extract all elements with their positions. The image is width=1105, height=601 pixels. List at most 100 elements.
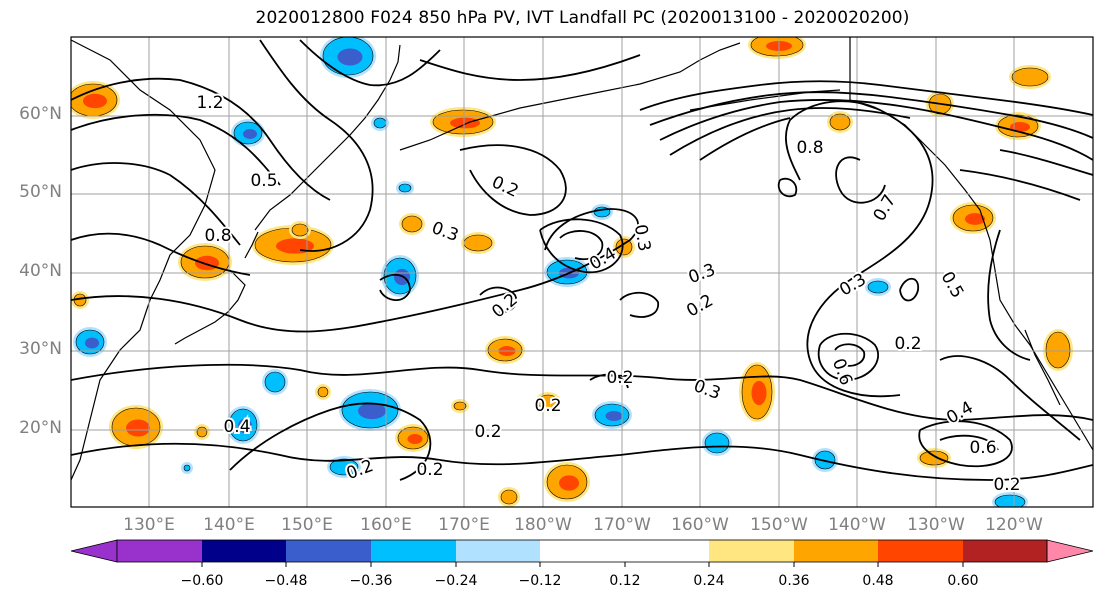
pv-anomaly-core — [559, 475, 579, 491]
colorbar-segment — [709, 540, 794, 562]
pv-anomaly-core — [751, 380, 767, 406]
pv-anomaly — [994, 494, 1026, 507]
lon-label-160e: 160°E — [360, 515, 412, 535]
colorbar-segment — [286, 540, 371, 562]
pv-anomaly-core — [358, 402, 386, 420]
lat-label-20n: 20°N — [19, 418, 62, 438]
ivt-contours — [71, 39, 1093, 481]
coastline — [71, 39, 216, 481]
pv-anomaly-core — [605, 411, 623, 421]
coastline — [399, 42, 741, 151]
graticule — [71, 37, 1093, 507]
colorbar-label: −0.36 — [349, 573, 393, 589]
ivt-contour-line — [459, 144, 567, 216]
coastline — [254, 44, 401, 231]
lat-label-30n: 30°N — [19, 339, 62, 359]
ivt-contour-line — [785, 100, 934, 398]
contour-label: 0.8 — [204, 226, 231, 246]
colorbar-label: 0.48 — [862, 573, 894, 589]
pv-shading — [71, 37, 1073, 507]
ivt-contour-line — [987, 229, 1031, 361]
pv-anomaly — [373, 117, 387, 129]
contour-label: 0.6 — [969, 438, 996, 458]
ivt-contour-line — [777, 177, 798, 198]
pv-anomaly — [919, 450, 949, 466]
ivt-contour-line — [299, 39, 441, 87]
ivt-contour-line — [939, 434, 999, 451]
colorbar-extend-min — [70, 539, 118, 563]
colorbar-label: 0.60 — [947, 573, 979, 589]
colorbar-label: −0.60 — [180, 573, 224, 589]
pv-anomaly — [1045, 331, 1071, 369]
ivt-contour-line — [619, 291, 659, 318]
ivt-contour-line — [229, 402, 432, 481]
ivt-contour-line — [71, 113, 281, 186]
map-frame — [70, 36, 1094, 508]
lon-label-150w: 150°W — [750, 515, 808, 535]
pv-anomaly-core — [407, 434, 423, 444]
ivt-contour-line — [834, 343, 866, 367]
colorbar-segment — [878, 540, 963, 562]
colorbar-segment — [371, 540, 456, 562]
colorbar-frame — [116, 539, 1048, 563]
ivt-contour-line — [71, 77, 331, 201]
pv-anomaly — [317, 386, 329, 398]
lon-label-170e: 170°E — [438, 515, 490, 535]
lon-label-140w: 140°W — [828, 515, 886, 535]
pv-anomaly — [196, 426, 208, 438]
pv-anomaly-core — [337, 48, 363, 66]
lon-label-180w: 180°W — [514, 515, 572, 535]
pv-anomaly-core — [83, 93, 107, 109]
contour-label: 0.2 — [534, 396, 561, 416]
contour-label: 0.2 — [606, 368, 633, 388]
pv-anomaly — [1011, 67, 1049, 87]
ivt-contour-line — [918, 420, 1013, 468]
map-title: 2020012800 F024 850 hPa PV, IVT Landfall… — [255, 8, 910, 28]
lon-label-170w: 170°W — [593, 515, 651, 535]
ivt-contour-line — [71, 208, 639, 333]
ivt-contour-line — [71, 162, 241, 246]
ivt-contour-line — [589, 373, 629, 389]
colorbar-label: 0.36 — [778, 573, 810, 589]
lat-label-40n: 40°N — [19, 261, 62, 281]
lon-label-130w: 130°W — [907, 515, 965, 535]
ivt-contour-line — [899, 277, 919, 302]
contour-label: 0.2 — [894, 334, 921, 354]
ivt-contour-line — [71, 442, 1093, 481]
coastline — [244, 231, 259, 259]
pv-anomaly — [264, 371, 286, 393]
ivt-contour-line — [699, 117, 791, 161]
colorbar-segment — [794, 540, 878, 562]
lon-label-160w: 160°W — [671, 515, 729, 535]
coastline — [1024, 329, 1061, 406]
pv-anomaly — [183, 464, 191, 472]
ivt-contour-line — [71, 363, 1093, 421]
ivt-contour-line — [379, 273, 411, 302]
ivt-contour-line — [817, 332, 880, 381]
ivt-contour-line — [939, 355, 1081, 441]
ivt-contour-line — [559, 230, 604, 260]
ivt-contour-line — [419, 54, 641, 81]
colorbar-segment — [540, 540, 625, 562]
pv-anomaly — [829, 113, 851, 131]
contour-label: 0.4 — [223, 417, 250, 437]
pv-anomaly — [398, 183, 412, 193]
pv-anomaly-core — [965, 213, 985, 225]
ivt-contour-line — [639, 80, 1093, 116]
pv-anomaly-core — [1010, 122, 1030, 132]
lon-label-120w: 120°W — [985, 515, 1043, 535]
pv-anomaly-core — [85, 337, 99, 349]
pv-anomaly — [401, 215, 423, 233]
pv-anomaly-core — [243, 129, 257, 139]
colorbar-segment — [202, 540, 286, 562]
contour-label: 0.2 — [993, 475, 1020, 495]
pv-anomaly — [867, 280, 889, 294]
contour-label: 0.5 — [250, 171, 277, 191]
lon-label-140e: 140°E — [203, 515, 255, 535]
ivt-contour-line — [669, 107, 911, 156]
lat-label-60n: 60°N — [19, 104, 62, 124]
colorbar-label: −0.24 — [434, 573, 478, 589]
lon-label-130e: 130°E — [123, 515, 175, 535]
lat-label-50n: 50°N — [19, 182, 62, 202]
